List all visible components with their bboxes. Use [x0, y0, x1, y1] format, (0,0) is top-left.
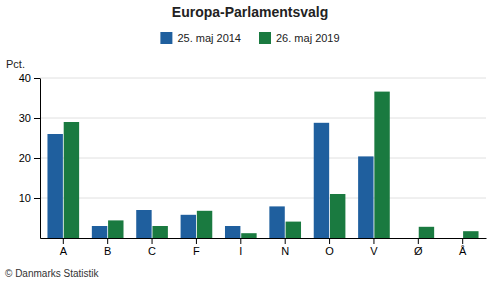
bar: [225, 226, 240, 238]
x-tick-label: N: [281, 245, 289, 257]
bars: [47, 92, 478, 238]
x-tick-label: Å: [459, 245, 467, 257]
bar: [314, 123, 329, 238]
legend-label: 25. maj 2014: [177, 32, 241, 44]
legend-item: 26. maj 2019: [259, 32, 340, 44]
y-axis-label: Pct.: [6, 58, 25, 70]
bar: [64, 122, 79, 238]
x-tick-mark: [329, 238, 330, 244]
x-tick: O: [325, 238, 334, 257]
x-tick: A: [60, 238, 68, 257]
bar: [92, 226, 107, 238]
bar: [136, 210, 151, 238]
bar: [152, 226, 167, 238]
x-axis: ABCFINOVØÅ: [41, 238, 487, 257]
bar: [197, 211, 212, 238]
grid-line: [40, 158, 486, 159]
y-tick: 20: [19, 152, 40, 164]
x-tick: I: [239, 238, 242, 257]
bar: [330, 194, 345, 238]
y-tick-label: 30: [19, 112, 31, 124]
x-tick-label: V: [370, 245, 378, 257]
x-tick-mark: [63, 238, 64, 244]
bar: [108, 220, 123, 238]
bar: [269, 206, 284, 238]
x-tick-label: A: [60, 245, 68, 257]
x-tick: F: [193, 238, 200, 257]
x-tick-mark: [107, 238, 108, 244]
x-tick-mark: [373, 238, 374, 244]
x-tick-mark: [240, 238, 241, 244]
x-tick: Å: [459, 238, 467, 257]
bar: [419, 227, 434, 238]
footer: © Danmarks Statistik: [5, 268, 100, 279]
bar: [374, 92, 389, 238]
y-tick-label: 20: [19, 152, 31, 164]
grid: [40, 78, 486, 198]
legend-item: 25. maj 2014: [160, 32, 241, 44]
y-tick-mark: [34, 198, 40, 199]
y-tick-mark: [34, 78, 40, 79]
y-tick-label: 10: [19, 192, 31, 204]
x-tick-label: B: [104, 245, 111, 257]
bar: [47, 134, 62, 238]
y-tick: 30: [19, 112, 40, 124]
x-tick-mark: [462, 238, 463, 244]
bar: [286, 222, 301, 238]
chart: Europa-Parlamentsvalg 10 20 30 40 A B C F I N O V Ø Å P…: [0, 0, 500, 282]
legend: 25. maj 2014 26. maj 2019: [160, 32, 339, 44]
x-tick-mark: [285, 238, 286, 244]
y-tick-mark: [34, 158, 40, 159]
grid-line: [40, 118, 486, 119]
y-tick: 40: [19, 72, 40, 84]
x-tick-label: I: [239, 245, 242, 257]
y-tick-mark: [34, 118, 40, 119]
y-tick: 10: [19, 192, 40, 204]
bar: [463, 231, 478, 238]
bar: [241, 233, 256, 238]
x-tick: Ø: [414, 238, 423, 257]
title: Europa-Parlamentsvalg: [172, 4, 328, 20]
bar: [402, 238, 417, 239]
x-tick: B: [104, 238, 111, 257]
x-tick: V: [370, 238, 378, 257]
x-tick-label: C: [148, 245, 156, 257]
x-tick-mark: [152, 238, 153, 244]
bar: [181, 215, 196, 238]
x-tick-label: F: [193, 245, 200, 257]
x-tick-mark: [196, 238, 197, 244]
x-tick-mark: [418, 238, 419, 244]
y-tick-label: 40: [19, 72, 31, 84]
bar-series: [64, 92, 479, 238]
bar: [447, 238, 462, 239]
x-tick-label: O: [325, 245, 334, 257]
y-axis: 10 20 30 40: [19, 72, 41, 238]
legend-swatch: [160, 32, 172, 44]
x-tick: N: [281, 238, 289, 257]
bar: [358, 156, 373, 238]
x-tick: C: [148, 238, 156, 257]
x-tick-label: Ø: [414, 245, 423, 257]
plot: 10 20 30 40 A B C F I N O V Ø Å Pct.: [6, 58, 487, 257]
legend-swatch: [259, 32, 271, 44]
y-axis-line: [40, 79, 41, 239]
legend-label: 26. maj 2019: [276, 32, 340, 44]
grid-line: [40, 78, 486, 79]
grid-line: [40, 198, 486, 199]
bar-series: [47, 123, 373, 238]
